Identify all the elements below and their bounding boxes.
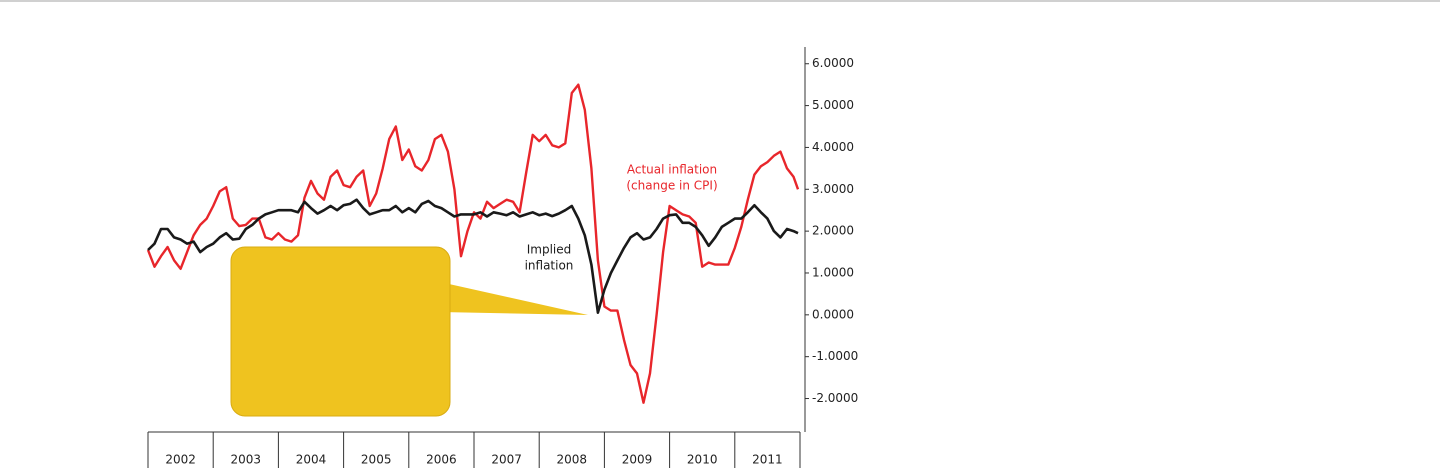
x-tick-label: 2006	[426, 453, 457, 467]
series-line	[146, 83, 800, 404]
y-tick-label: 0.0000	[812, 307, 854, 321]
annotation: (change in CPI)	[626, 179, 717, 193]
y-tick-label: 6.0000	[812, 56, 854, 70]
annotation: Implied	[527, 243, 572, 257]
y-tick-label: -2.0000	[812, 391, 858, 405]
x-tick-label: 2005	[361, 453, 392, 467]
y-tick-label: 3.0000	[812, 182, 854, 196]
callout-box	[230, 246, 451, 417]
y-tick-label: 5.0000	[812, 98, 854, 112]
x-tick-label: 2007	[491, 453, 522, 467]
y-tick-label: 2.0000	[812, 224, 854, 238]
y-tick-label: 4.0000	[812, 140, 854, 154]
x-tick-label: 2011	[752, 453, 783, 467]
callout-pointer	[440, 282, 588, 315]
x-tick-label: 2010	[687, 453, 718, 467]
x-tick-label: 2008	[557, 453, 588, 467]
series-line	[147, 198, 799, 314]
y-tick-label: 1.0000	[812, 265, 854, 279]
y-tick-label: -1.0000	[812, 349, 858, 363]
x-tick-label: 2004	[296, 453, 327, 467]
annotation: inflation	[525, 259, 574, 273]
callout	[230, 246, 588, 417]
annotation: Actual inflation	[627, 163, 717, 177]
x-tick-label: 2009	[622, 453, 653, 467]
x-tick-label: 2003	[231, 453, 262, 467]
x-tick-label: 2002	[165, 453, 196, 467]
